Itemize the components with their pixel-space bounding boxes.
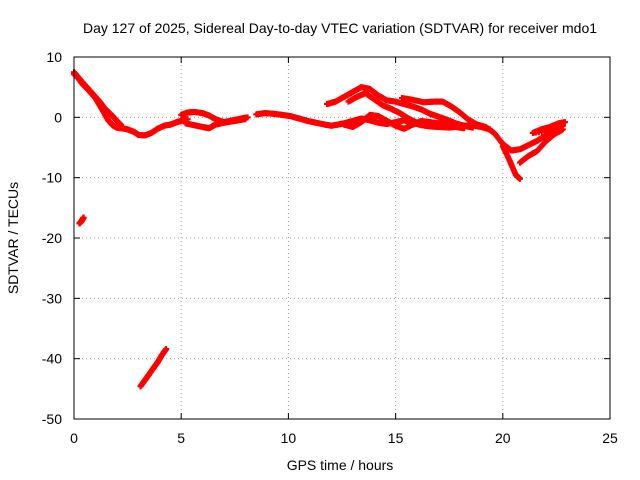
x-ticks: 0 5 10 15 20 25 [70,57,618,446]
data-point-10-3-0 [516,175,523,182]
y-tick-label-5: 0 [54,109,62,125]
data-point-3-7-0 [242,116,249,123]
data-point-8-14-0 [461,125,468,132]
y-axis-label: SDTVAR / TECUs [5,182,21,294]
x-tick-label-0: 0 [70,430,78,446]
series-track-upper-morning [71,69,125,129]
chart-title: Day 127 of 2025, Sidereal Day-to-day VTE… [83,20,597,36]
x-tick-label-4: 20 [495,430,511,446]
data-point-11-10-0 [561,119,568,126]
y-tick-label-3: -20 [42,230,62,246]
y-tick-label-4: -10 [42,170,62,186]
x-tick-label-3: 15 [388,430,404,446]
x-tick-label-1: 5 [177,430,185,446]
series-track-afternoon-lower [341,111,468,132]
series-track-midday-b [182,116,249,132]
y-ticks: -50 -40 -30 -20 -10 0 10 [42,49,610,427]
series-track-isolated-b [137,346,170,390]
data-points [71,69,568,390]
x-axis-label: GPS time / hours [287,457,394,473]
series-track-evening-dip [499,143,523,182]
x-tick-label-2: 10 [281,430,297,446]
y-tick-label-1: -40 [42,351,62,367]
data-point-1-9-0 [118,122,125,129]
data-point-12-2-0 [80,214,87,221]
x-tick-label-5: 25 [602,430,618,446]
y-tick-label-2: -30 [42,290,62,306]
series-track-evening-b [516,119,568,166]
series-track-evening [482,122,566,154]
data-point-13-6-0 [163,346,170,353]
y-tick-label-6: 10 [46,49,62,65]
series-track-isolated-a [76,214,87,227]
y-tick-label-0: -50 [42,411,62,427]
